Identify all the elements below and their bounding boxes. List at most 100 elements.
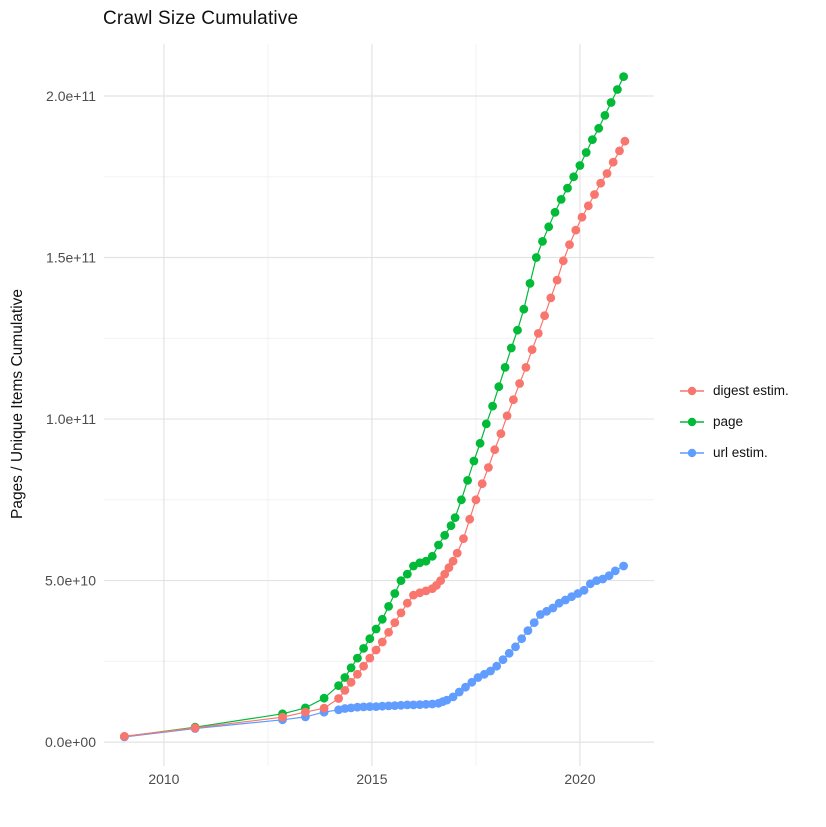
data-point <box>377 637 387 647</box>
data-point <box>604 571 614 581</box>
data-point <box>390 618 400 627</box>
data-point <box>571 225 581 235</box>
y-tick-label: 5.0e+10 <box>45 573 96 589</box>
data-point <box>519 304 529 314</box>
legend-key-dot <box>687 448 697 457</box>
data-point <box>513 325 522 335</box>
data-point <box>613 85 622 94</box>
data-point <box>444 563 454 573</box>
data-point <box>434 540 443 550</box>
data-point <box>415 700 425 709</box>
legend-key-dot <box>687 417 697 426</box>
data-point <box>540 311 549 321</box>
legend-item-url-estim: url estim. <box>680 437 789 468</box>
data-point <box>484 463 493 472</box>
data-point <box>334 681 343 690</box>
data-point <box>602 169 612 178</box>
data-point <box>278 712 287 722</box>
data-point <box>371 624 381 634</box>
data-point <box>502 411 512 421</box>
data-point <box>427 551 437 561</box>
data-point <box>334 694 343 703</box>
data-point <box>490 445 500 455</box>
data-point <box>615 146 624 156</box>
data-point <box>440 530 450 540</box>
data-point <box>521 363 531 372</box>
data-point <box>511 642 520 652</box>
data-point <box>454 687 464 697</box>
data-point <box>371 645 381 655</box>
data-point <box>402 569 412 579</box>
data-point <box>515 379 524 388</box>
data-point <box>517 634 527 644</box>
data-point <box>436 576 445 585</box>
data-point <box>359 702 368 712</box>
data-point <box>346 677 356 687</box>
legend-label: digest estim. <box>713 383 789 398</box>
data-point <box>583 201 593 211</box>
data-point <box>384 627 393 637</box>
data-point <box>494 382 504 392</box>
data-point <box>608 157 618 167</box>
data-point <box>579 585 589 595</box>
y-tick-label: 1.0e+11 <box>46 411 96 427</box>
data-point <box>606 98 616 107</box>
data-point <box>525 279 535 288</box>
legend-label: page <box>713 414 744 429</box>
data-point <box>353 702 362 712</box>
y-tick-label: 0.0e+00 <box>45 734 96 750</box>
legend-key-dot <box>687 386 697 395</box>
x-tick-label: 2015 <box>356 771 387 787</box>
data-point <box>448 692 458 702</box>
data-point <box>340 673 350 682</box>
data-point <box>610 566 620 576</box>
data-point <box>353 653 362 663</box>
line-point-key-icon <box>680 448 704 457</box>
data-point <box>496 429 506 438</box>
data-point <box>548 603 558 613</box>
data-point <box>565 240 574 250</box>
y-tick-label: 1.5e+11 <box>46 250 96 266</box>
data-point <box>577 212 587 222</box>
data-point <box>544 222 554 232</box>
data-point <box>457 495 466 505</box>
data-point <box>477 479 487 489</box>
data-point <box>390 589 400 598</box>
data-point <box>506 343 516 353</box>
line-point-key-icon <box>680 386 704 395</box>
y-axis-title: Pages / Unique Items Cumulative <box>9 288 26 520</box>
data-point <box>590 190 599 199</box>
data-point <box>620 136 630 146</box>
legend-item-page: page <box>680 406 789 437</box>
data-point <box>558 256 568 266</box>
data-point <box>346 663 356 673</box>
data-point <box>498 655 508 665</box>
data-point <box>509 395 518 405</box>
data-point <box>481 419 491 429</box>
data-point <box>301 707 310 717</box>
data-point <box>319 693 329 703</box>
legend: digest estim. page url estim. <box>680 375 789 468</box>
data-point <box>538 237 547 246</box>
legend-label: url estim. <box>713 445 768 460</box>
x-tick-label: 2020 <box>564 771 595 787</box>
data-point <box>440 569 450 579</box>
data-point <box>396 608 406 618</box>
data-point <box>569 172 579 182</box>
data-point <box>452 548 462 558</box>
data-point <box>552 275 562 285</box>
data-point <box>402 598 412 608</box>
data-point <box>396 700 406 710</box>
data-point <box>463 476 472 485</box>
data-point <box>533 329 543 338</box>
data-point <box>581 148 591 157</box>
data-point <box>619 561 628 571</box>
line-point-key-icon <box>680 417 704 426</box>
data-point <box>527 345 537 354</box>
data-point <box>377 701 387 711</box>
data-point <box>448 556 458 566</box>
data-point <box>504 648 514 658</box>
data-point <box>365 653 375 663</box>
data-point <box>563 183 572 193</box>
